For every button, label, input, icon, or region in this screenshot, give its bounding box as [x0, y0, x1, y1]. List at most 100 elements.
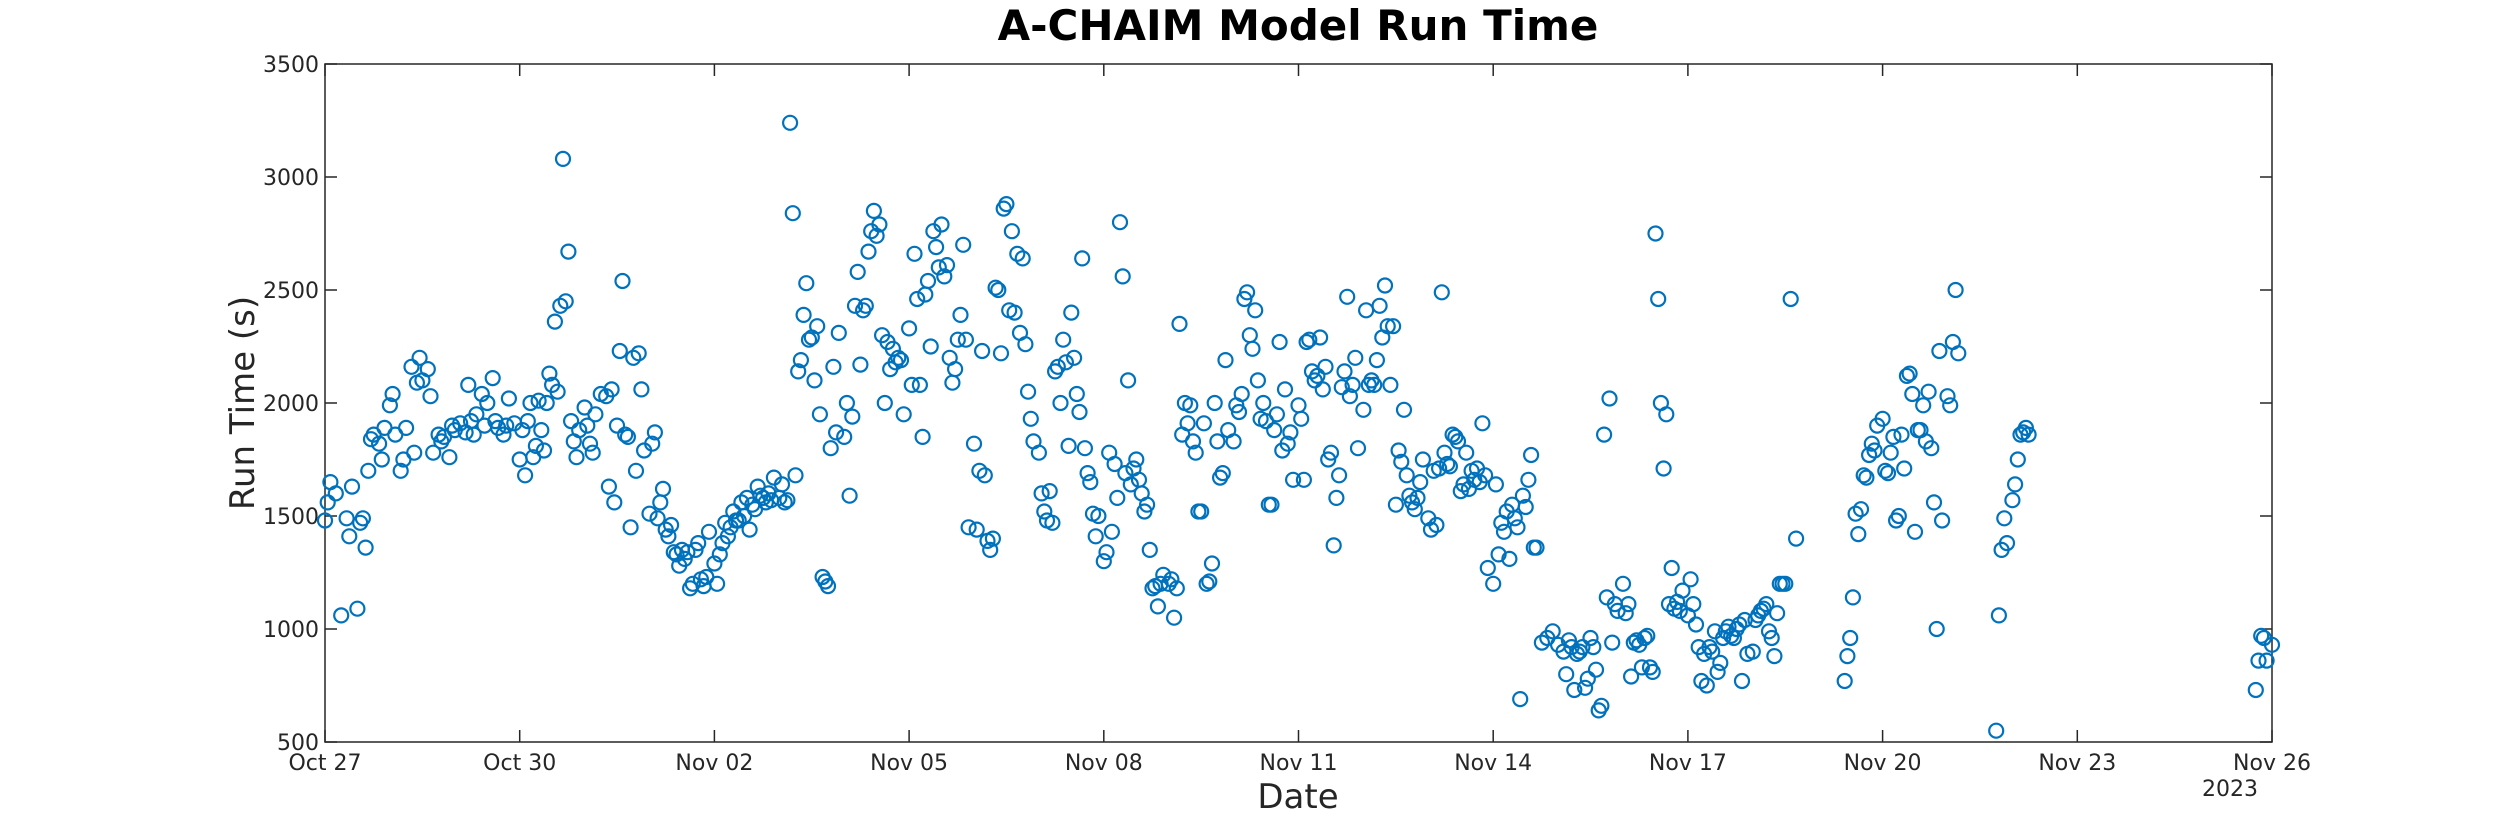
data-point	[955, 236, 972, 253]
y-axis: 500 1000 1500 2000 2500 3000 3500	[263, 53, 2272, 756]
data-point	[1349, 440, 1367, 457]
data-point	[1896, 460, 1913, 477]
y-tick-label: 3000	[263, 166, 319, 191]
data-point	[1284, 471, 1302, 488]
data-point	[984, 530, 1002, 547]
data-point	[1041, 483, 1058, 500]
data-point	[1168, 580, 1185, 597]
data-point	[1379, 318, 1396, 335]
data-point	[1382, 376, 1399, 393]
data-point	[425, 444, 442, 461]
data-point	[1522, 446, 1540, 464]
data-point	[1071, 403, 1088, 421]
data-point	[1898, 367, 1916, 384]
data-point	[968, 521, 985, 538]
data-point	[1393, 453, 1410, 470]
data-point	[1685, 595, 1702, 613]
data-point	[1514, 487, 1532, 504]
data-point	[1144, 580, 1161, 597]
data-point	[1414, 451, 1432, 468]
x-tick-label: Oct 27	[288, 751, 361, 776]
data-point	[1390, 442, 1407, 459]
data-point	[1604, 634, 1621, 651]
data-point	[1225, 433, 1242, 450]
data-point	[1336, 363, 1353, 380]
data-point	[2006, 476, 2024, 493]
data-point	[933, 216, 950, 233]
data-point	[1255, 394, 1272, 412]
data-point	[1996, 510, 2013, 527]
data-point	[652, 494, 669, 511]
data-point	[860, 243, 877, 260]
data-point	[1057, 354, 1075, 371]
data-point	[479, 394, 496, 412]
data-point	[1476, 467, 1494, 484]
data-point	[957, 331, 975, 348]
data-point	[992, 345, 1010, 362]
data-point	[876, 394, 893, 412]
data-point	[495, 426, 512, 443]
data-point	[1852, 501, 1870, 518]
data-point	[1698, 677, 1715, 694]
data-point	[1890, 507, 1907, 525]
data-point	[1238, 284, 1256, 301]
data-point	[1030, 444, 1048, 461]
x-tick-label: Nov 17	[1649, 751, 1727, 776]
data-point	[403, 358, 420, 375]
data-point	[584, 444, 601, 461]
data-point	[327, 485, 344, 502]
data-point	[919, 272, 937, 290]
data-point	[614, 272, 631, 290]
data-point	[846, 297, 864, 314]
data-point	[849, 263, 866, 280]
data-point	[316, 512, 334, 529]
data-point	[982, 541, 999, 559]
data-point	[909, 290, 926, 308]
data-point	[522, 394, 539, 412]
data-point	[1268, 406, 1286, 423]
data-point	[1787, 530, 1805, 547]
data-point	[357, 539, 374, 556]
data-point	[627, 462, 645, 479]
data-point	[1650, 290, 1667, 308]
data-point	[781, 114, 799, 131]
y-tick-label: 2500	[263, 279, 319, 304]
data-point	[1671, 602, 1688, 620]
data-point	[465, 426, 482, 443]
data-point	[2250, 652, 2267, 669]
data-point	[1282, 424, 1299, 441]
data-point	[1777, 575, 1794, 592]
data-point	[1187, 444, 1204, 461]
data-point	[1501, 550, 1518, 568]
data-point	[1106, 455, 1123, 473]
x-tick-label: Nov 11	[1260, 751, 1338, 776]
data-point	[1487, 476, 1505, 493]
data-point	[384, 385, 401, 403]
data-point	[611, 342, 628, 360]
plot-area	[324, 63, 2273, 743]
data-point	[554, 150, 572, 167]
data-point	[1644, 663, 1661, 681]
data-point	[1528, 539, 1545, 556]
data-point	[1844, 589, 1862, 606]
data-point	[1325, 537, 1342, 554]
data-point	[381, 397, 398, 414]
x-tick-label: Nov 26	[2233, 751, 2311, 776]
data-point	[1330, 467, 1348, 484]
data-point	[1082, 474, 1099, 491]
data-point	[871, 216, 888, 233]
data-point	[1495, 523, 1513, 540]
data-point	[1098, 544, 1115, 561]
data-point	[1544, 623, 1561, 640]
data-point	[1063, 304, 1080, 321]
data-point	[1506, 510, 1523, 527]
data-point	[1622, 668, 1640, 685]
data-point	[1939, 388, 1956, 405]
data-point	[1928, 620, 1945, 638]
data-point	[773, 476, 791, 493]
data-point	[927, 239, 945, 256]
data-point	[857, 297, 874, 314]
data-point	[1044, 514, 1061, 531]
data-point	[419, 361, 436, 378]
